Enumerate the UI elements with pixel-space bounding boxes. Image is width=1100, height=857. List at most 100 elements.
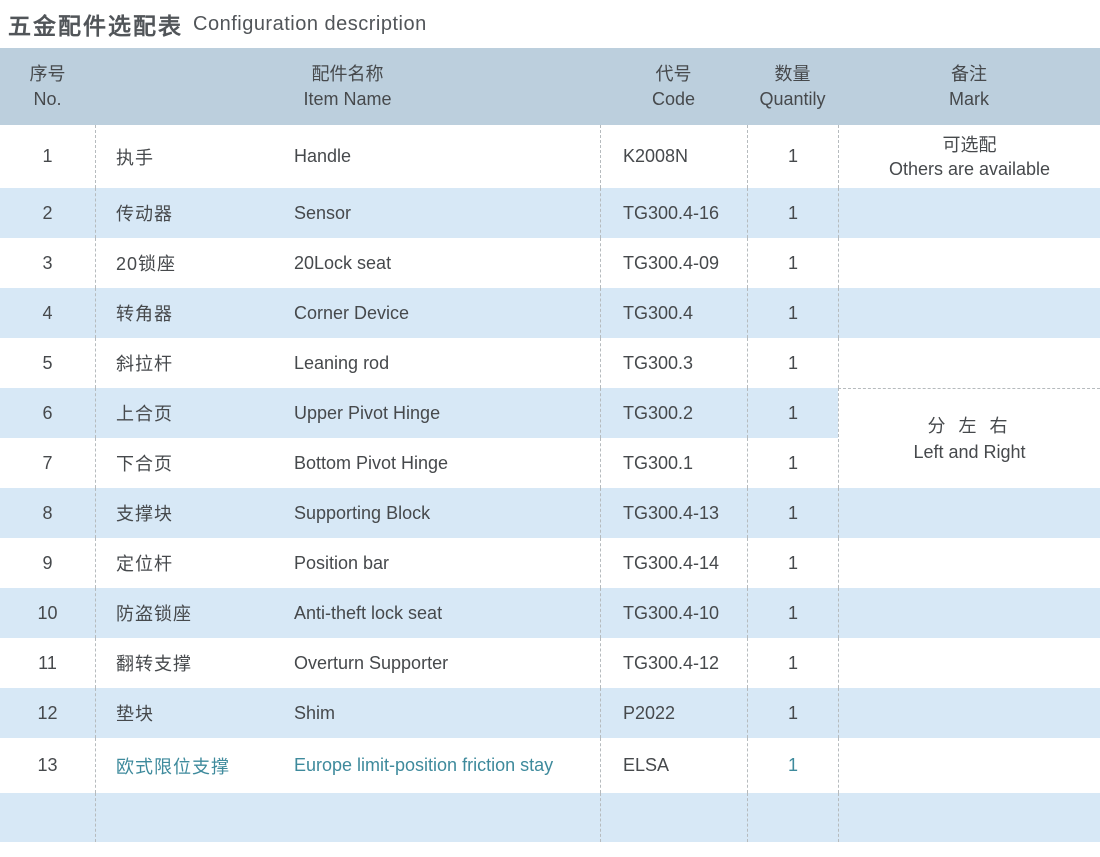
cell-qty: 1 xyxy=(747,338,838,388)
cell-mark xyxy=(838,488,1100,538)
mark-span-en: Left and Right xyxy=(913,441,1026,462)
mark-zh: 可选配 xyxy=(942,134,997,155)
cell-item-cn: 支撑块 xyxy=(95,488,293,538)
cell-item-en: Corner Device xyxy=(294,302,410,323)
cell-qty: 1 xyxy=(747,188,838,238)
header-mark: 备注 Mark xyxy=(838,48,1100,125)
cell-item-cn: 垫块 xyxy=(95,688,293,738)
mark-en: Others are available xyxy=(888,158,1051,179)
cell-item-cn: 斜拉杆 xyxy=(95,338,293,388)
cell-code: TG300.1 xyxy=(600,438,747,488)
cell-qty: 1 xyxy=(747,288,838,338)
table-row: 1 执手 Handle K2008N 1 可选配 Others are available xyxy=(0,125,1100,188)
cell-item-cn xyxy=(95,793,293,842)
cell-code: TG300.4-13 xyxy=(600,488,747,538)
cell-no: 1 xyxy=(42,146,53,166)
cell-mark xyxy=(838,738,1100,793)
cell-code: TG300.4-12 xyxy=(600,638,747,688)
cell-no: 4 xyxy=(42,302,53,323)
cell-item-en: Position bar xyxy=(294,552,390,573)
page-title-zh: 五金配件选配表 xyxy=(8,13,183,39)
cell-qty: 1 xyxy=(747,538,838,588)
cell-mark xyxy=(838,238,1100,288)
cell-no: 5 xyxy=(42,352,53,373)
cell-mark: 可选配 Others are available xyxy=(838,125,1100,188)
cell-mark xyxy=(838,588,1100,638)
cell-qty: 1 xyxy=(747,438,838,488)
table-row: 13 欧式限位支撑 Europe limit-position friction s… xyxy=(0,738,1100,793)
cell-item-en: Europe limit-position friction stay xyxy=(294,755,554,775)
cell-item-cn: 下合页 xyxy=(95,438,293,488)
cell-item-cn: 20锁座 xyxy=(95,238,293,288)
header-code-en: Code xyxy=(651,88,696,109)
cell-code: TG300.4-09 xyxy=(600,238,747,288)
cell-code: TG300.2 xyxy=(600,388,747,438)
cell-item-en: Leaning rod xyxy=(294,352,390,373)
page-title-en: Configuration description xyxy=(193,12,427,35)
cell-item-en: Bottom Pivot Hinge xyxy=(294,452,449,473)
cell-no: 3 xyxy=(42,252,53,273)
cell-qty: 1 xyxy=(747,125,838,188)
header-qty: 数量 Quantily xyxy=(747,48,838,125)
cell-item-en: 20Lock seat xyxy=(294,252,392,273)
cell-qty: 1 xyxy=(747,238,838,288)
cell-item-en xyxy=(293,793,600,842)
cell-item-cn: 翻转支撑 xyxy=(95,638,293,688)
header-code: 代号 Code xyxy=(600,48,747,125)
cell-item-cn: 定位杆 xyxy=(95,538,293,588)
table-row: 4 转角器 Corner Device TG300.4 1 xyxy=(0,288,1100,338)
header-no: 序号 No. xyxy=(0,48,95,125)
cell-code: TG300.4-14 xyxy=(600,538,747,588)
cell-mark xyxy=(838,338,1100,388)
header-no-zh: 序号 xyxy=(29,63,66,84)
cell-item-en: Overturn Supporter xyxy=(294,652,449,673)
cell-no: 11 xyxy=(38,652,57,673)
cell-item-cn: 上合页 xyxy=(95,388,293,438)
cell-item-en: Supporting Block xyxy=(294,502,431,523)
table-row: 7 下合页 Bottom Pivot Hinge TG300.1 1 xyxy=(0,438,1100,488)
cell-no: 2 xyxy=(42,202,53,223)
cell-no: 9 xyxy=(42,552,53,573)
cell-mark xyxy=(838,288,1100,338)
cell-item-en: Handle xyxy=(294,146,352,166)
header-qty-zh: 数量 xyxy=(774,63,811,84)
header-mark-zh: 备注 xyxy=(951,63,987,84)
cell-qty: 1 xyxy=(747,588,838,638)
cell-no: 8 xyxy=(42,502,53,523)
cell-item-cn: 传动器 xyxy=(95,188,293,238)
configuration-table: 序号 No. 配件名称 Item Name 代号 Code 数量 Quantil… xyxy=(0,48,1100,842)
cell-code: TG300.4-16 xyxy=(600,188,747,238)
cell-qty: 1 xyxy=(747,488,838,538)
cell-item-cn: 执手 xyxy=(95,125,293,188)
cell-item-en: Sensor xyxy=(294,202,352,223)
table-header: 序号 No. 配件名称 Item Name 代号 Code 数量 Quantil… xyxy=(0,48,1100,125)
table-row: 2 传动器 Sensor TG300.4-16 1 xyxy=(0,188,1100,238)
cell-qty: 1 xyxy=(747,638,838,688)
table-row: 12 垫块 Shim P2022 1 xyxy=(0,688,1100,738)
cell-qty: 1 xyxy=(747,738,838,793)
cell-item-en: Shim xyxy=(294,702,336,723)
cell-no: 13 xyxy=(37,755,58,775)
header-mark-en: Mark xyxy=(949,88,989,109)
table-row: 8 支撑块 Supporting Block TG300.4-13 1 xyxy=(0,488,1100,538)
cell-qty: 1 xyxy=(747,388,838,438)
cell-mark xyxy=(838,538,1100,588)
page-title: 五金配件选配表 Configuration description xyxy=(0,0,1100,48)
cell-code: P2022 xyxy=(600,688,747,738)
cell-mark xyxy=(838,688,1100,738)
cell-item-cn: 转角器 xyxy=(95,288,293,338)
cell-mark xyxy=(838,188,1100,238)
header-item-zh: 配件名称 xyxy=(311,63,384,84)
header-no-en: No. xyxy=(33,88,62,109)
cell-item-en: Anti-theft lock seat xyxy=(294,602,443,623)
table-row: 9 定位杆 Position bar TG300.4-14 1 xyxy=(0,538,1100,588)
cell-code: TG300.4-10 xyxy=(600,588,747,638)
cell-item-cn: 防盗锁座 xyxy=(95,588,293,638)
cell-no xyxy=(0,793,95,842)
table-row: 11 翻转支撑 Overturn Supporter TG300.4-12 1 xyxy=(0,638,1100,688)
mark-span-zh: 分 左 右 xyxy=(927,415,1012,436)
header-code-zh: 代号 xyxy=(655,63,692,84)
cell-mark xyxy=(838,638,1100,688)
mark-span-left-right: 分 左 右 Left and Right xyxy=(838,388,1100,488)
